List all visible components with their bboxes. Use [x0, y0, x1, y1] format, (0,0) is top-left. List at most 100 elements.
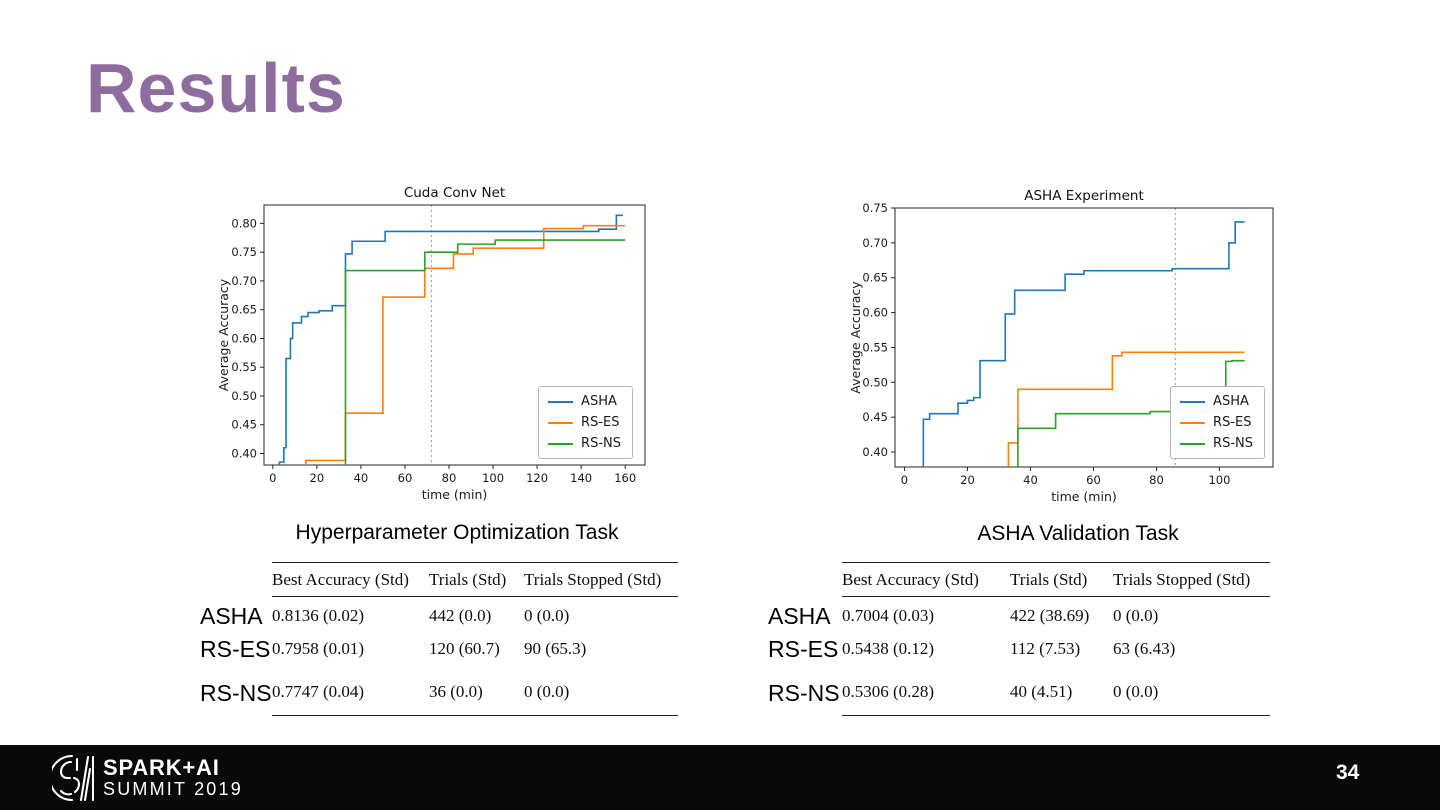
- legend-line-swatch: [1180, 421, 1206, 424]
- footer-bar: SPARK+AI SUMMIT 2019 34: [0, 745, 1440, 810]
- legend-label: RS-ES: [581, 415, 620, 430]
- y-tick-label: 0.40: [862, 445, 888, 459]
- table-column-header: Trials Stopped (Std): [524, 562, 678, 597]
- table-row-label: ASHA: [200, 603, 263, 629]
- table-cell: 0 (0.0): [1113, 606, 1159, 625]
- y-tick-label: 0.50: [862, 375, 888, 389]
- legend-line-swatch: [548, 400, 574, 403]
- spark-ai-logo-icon: [52, 754, 94, 801]
- table-row-label: RS-ES: [200, 636, 271, 662]
- table-cell: 442 (0.0): [429, 606, 492, 625]
- series-rs-ns: [1017, 359, 1245, 467]
- caption-asha-validation-task: ASHA Validation Task: [977, 522, 1179, 545]
- legend-item: RS-ES: [1180, 415, 1253, 430]
- x-tick-label: 100: [482, 471, 504, 485]
- logo-text: SPARK+AI SUMMIT 2019: [103, 756, 243, 799]
- x-tick-label: 60: [398, 471, 413, 485]
- chart-title: ASHA Experiment: [1024, 188, 1143, 204]
- table-column-header: Best Accuracy (Std): [272, 562, 429, 597]
- y-tick-label: 0.70: [231, 274, 257, 288]
- legend-label: ASHA: [581, 394, 617, 409]
- legend-item: ASHA: [548, 394, 621, 409]
- caption-hyperparameter-task: Hyperparameter Optimization Task: [295, 521, 619, 544]
- y-tick-label: 0.75: [862, 201, 888, 215]
- table-cell: 120 (60.7): [429, 639, 500, 658]
- results-table-hyperparameter: Best Accuracy (Std) Trials (Std) Trials St…: [200, 562, 678, 716]
- x-tick-label: 80: [442, 471, 457, 485]
- legend-item: RS-NS: [1180, 436, 1253, 451]
- table-cell: 0.7004 (0.03): [842, 606, 935, 625]
- table-column-header: Best Accuracy (Std): [842, 562, 1010, 597]
- table-cell: 0 (0.0): [1113, 663, 1270, 716]
- y-tick-label: 0.60: [862, 306, 888, 320]
- x-tick-label: 160: [614, 471, 636, 485]
- y-axis-label: Average Accuracy: [850, 281, 863, 394]
- table-column-header: Trials (Std): [429, 562, 524, 597]
- plot-frame: [263, 204, 646, 466]
- x-tick-label: 120: [526, 471, 548, 485]
- table-column-header: Trials Stopped (Std): [1113, 562, 1270, 597]
- table-cell: 0.7958 (0.01): [272, 639, 365, 658]
- x-tick-label: 20: [960, 473, 975, 487]
- table-corner-cell: [200, 562, 272, 597]
- table-cell: 0 (0.0): [524, 663, 678, 716]
- legend-line-swatch: [1180, 442, 1206, 445]
- legend-label: ASHA: [1213, 394, 1249, 409]
- series-rs-es: [1007, 351, 1245, 467]
- x-tick-label: 60: [1086, 473, 1101, 487]
- x-axis-label: time (min): [422, 487, 488, 502]
- x-tick-label: 40: [1023, 473, 1038, 487]
- legend-line-swatch: [548, 421, 574, 424]
- x-tick-label: 80: [1149, 473, 1164, 487]
- table-cell: 40 (4.51): [1010, 663, 1113, 716]
- table-cell: 0 (0.0): [524, 606, 570, 625]
- page-title: Results: [86, 49, 346, 127]
- chart-asha-experiment: 0 20 40 60 80 100 0.40 0.45 0.50 0.55 0.60 0.65 0.70…: [850, 183, 1290, 505]
- y-tick-label: 0.75: [231, 245, 257, 259]
- table-row-label: ASHA: [768, 603, 831, 629]
- series-rs-ns: [344, 239, 626, 465]
- x-tick-label: 40: [354, 471, 369, 485]
- chart-title: Cuda Conv Net: [404, 185, 505, 201]
- y-tick-label: 0.50: [231, 389, 257, 403]
- plot-frame: [894, 207, 1274, 468]
- chart-svg: 0 20 40 60 80 100 0.40 0.45 0.50 0.55 0.60 0.65 0.70…: [850, 188, 1274, 504]
- x-tick-label: 0: [269, 471, 276, 485]
- table-cell: 0.7747 (0.04): [272, 663, 429, 716]
- y-tick-label: 0.40: [231, 446, 257, 460]
- chart-svg: 0 20 40 60 80 100 120 140 160 0.40 0.45 0.50 0.55 0.6…: [218, 185, 646, 502]
- table-cell: 112 (7.53): [1010, 639, 1081, 658]
- legend-item: RS-NS: [548, 436, 621, 451]
- table-corner-cell: [768, 562, 842, 597]
- x-tick-label: 20: [310, 471, 325, 485]
- spark-ai-summit-logo: SPARK+AI SUMMIT 2019: [52, 751, 243, 805]
- page-number: 34: [1336, 761, 1360, 784]
- results-table-asha-validation: Best Accuracy (Std) Trials (Std) Trials St…: [768, 562, 1270, 716]
- y-tick-label: 0.65: [231, 303, 257, 317]
- legend-label: RS-NS: [581, 436, 621, 451]
- table-row-label: RS-NS: [200, 680, 272, 706]
- series-asha: [278, 214, 623, 465]
- y-tick-label: 0.45: [862, 410, 888, 424]
- legend-item: ASHA: [1180, 394, 1253, 409]
- table-cell: 63 (6.43): [1113, 639, 1176, 658]
- x-tick-label: 0: [901, 473, 908, 487]
- table-cell: 36 (0.0): [429, 663, 524, 716]
- y-tick-label: 0.45: [231, 418, 257, 432]
- legend-item: RS-ES: [548, 415, 621, 430]
- table-cell: 0.8136 (0.02): [272, 606, 365, 625]
- series-asha: [922, 221, 1245, 467]
- table-cell: 90 (65.3): [524, 639, 587, 658]
- legend-line-swatch: [1180, 400, 1206, 403]
- legend-line-swatch: [548, 442, 574, 445]
- y-tick-label: 0.70: [862, 236, 888, 250]
- logo-brand-line: SPARK+AI: [103, 754, 220, 780]
- legend-label: RS-NS: [1213, 436, 1253, 451]
- x-axis-label: time (min): [1051, 489, 1117, 504]
- y-tick-label: 0.80: [231, 216, 257, 230]
- y-tick-label: 0.60: [231, 331, 257, 345]
- x-tick-label: 100: [1208, 473, 1230, 487]
- table-row-label: RS-NS: [768, 680, 840, 706]
- y-tick-label: 0.55: [862, 340, 888, 354]
